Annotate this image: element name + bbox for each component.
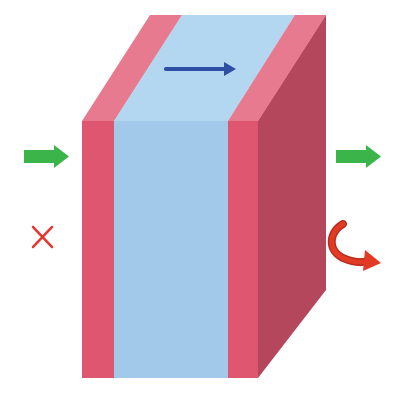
front-core-layer bbox=[114, 121, 228, 378]
cross-icon bbox=[31, 225, 54, 249]
top-right-outer-layer bbox=[228, 15, 326, 121]
right-arrow-icon bbox=[164, 62, 236, 76]
block-front-face bbox=[82, 121, 258, 378]
top-left-outer-layer bbox=[82, 15, 182, 121]
front-left-outer-layer bbox=[82, 121, 114, 378]
left-flow-arrow-icon bbox=[24, 145, 69, 168]
right-flow-arrow-icon bbox=[336, 145, 381, 168]
block-side-face bbox=[258, 15, 326, 378]
rotation-arrow-icon bbox=[327, 220, 381, 271]
front-right-outer-layer bbox=[228, 121, 258, 378]
